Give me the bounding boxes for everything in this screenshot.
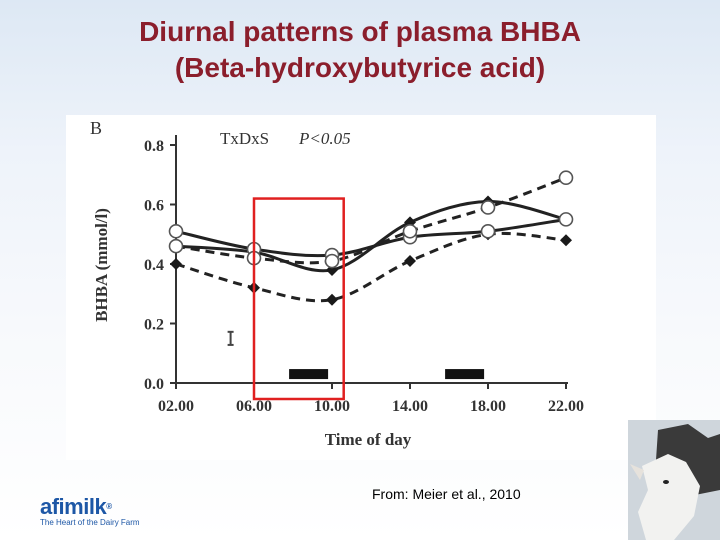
slide-title: Diurnal patterns of plasma BHBA (Beta-hy… (0, 14, 720, 86)
goat-photo (628, 420, 720, 540)
series-1-point (480, 223, 496, 239)
series-4-point (170, 258, 182, 270)
x-tick-label: 06.00 (236, 398, 272, 415)
series-3-point (324, 253, 340, 269)
chart-panel: B TxDxS P<0.05 Time of day BHBA (mmol/l)… (66, 115, 656, 460)
series-4-point (404, 255, 416, 268)
slide-title-line-2: (Beta-hydroxybutyrice acid) (174, 52, 546, 83)
plot-area: 0.0 0.2 0.4 0.6 0.8 02.00 06.00 10.00 14.00 18.00… (144, 135, 584, 415)
series-line-2 (175, 200, 567, 273)
annotation-p-value: P<0.05 (298, 129, 351, 148)
x-tick-label: 02.00 (158, 398, 194, 415)
series-4-point (326, 293, 338, 306)
series-3-point (402, 223, 418, 239)
feeding-period-bar (289, 369, 329, 380)
feeding-period-bar (445, 369, 485, 380)
y-tick-label: 0.6 (144, 198, 164, 215)
goat-ear (630, 464, 644, 480)
white-goat-shape (638, 454, 700, 540)
x-tick-label: 18.00 (470, 398, 506, 415)
x-tick-label: 22.00 (548, 398, 584, 415)
series-3-point (168, 238, 184, 254)
y-tick-label: 0.0 (144, 376, 164, 393)
series-4-point (560, 234, 572, 247)
logo-tagline: The Heart of the Dairy Farm (40, 518, 140, 527)
y-axis-label: BHBA (mmol/l) (92, 208, 111, 322)
y-tick-label: 0.2 (144, 317, 164, 334)
goat-eye (663, 480, 669, 484)
series-line-4 (175, 231, 567, 303)
bhba-line-chart: B TxDxS P<0.05 Time of day BHBA (mmol/l)… (90, 118, 584, 449)
series-3-point (480, 200, 496, 215)
x-tick-label: 10.00 (314, 398, 350, 415)
series-2-point (404, 216, 416, 229)
series-1-point (168, 223, 184, 239)
x-tick-label: 14.00 (392, 398, 428, 415)
panel-label: B (90, 118, 102, 138)
logo-wordmark: afimilk® (40, 496, 150, 518)
afimilk-logo: afimilk® The Heart of the Dairy Farm (40, 496, 150, 528)
y-tick-label: 0.4 (144, 257, 164, 274)
logo-word: afimilk (40, 494, 107, 519)
series-1-point (558, 212, 574, 227)
y-tick-label: 0.8 (144, 138, 164, 155)
source-credit: From: Meier et al., 2010 (372, 486, 521, 502)
annotation-label: TxDxS (220, 129, 269, 148)
x-axis-label: Time of day (325, 430, 412, 449)
highlight-box (252, 197, 345, 401)
series-3-point (558, 170, 574, 186)
logo-registered-mark: ® (106, 502, 112, 511)
slide-title-line-1: Diurnal patterns of plasma BHBA (139, 16, 581, 47)
